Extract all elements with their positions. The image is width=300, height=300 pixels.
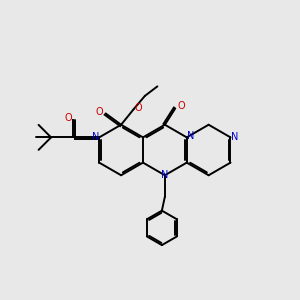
Text: N: N xyxy=(161,170,169,180)
Text: N: N xyxy=(92,132,99,142)
Text: N: N xyxy=(187,131,194,141)
Text: O: O xyxy=(96,107,103,117)
Text: N: N xyxy=(231,132,238,142)
Text: O: O xyxy=(64,113,72,123)
Text: O: O xyxy=(135,103,142,113)
Text: O: O xyxy=(178,101,186,111)
